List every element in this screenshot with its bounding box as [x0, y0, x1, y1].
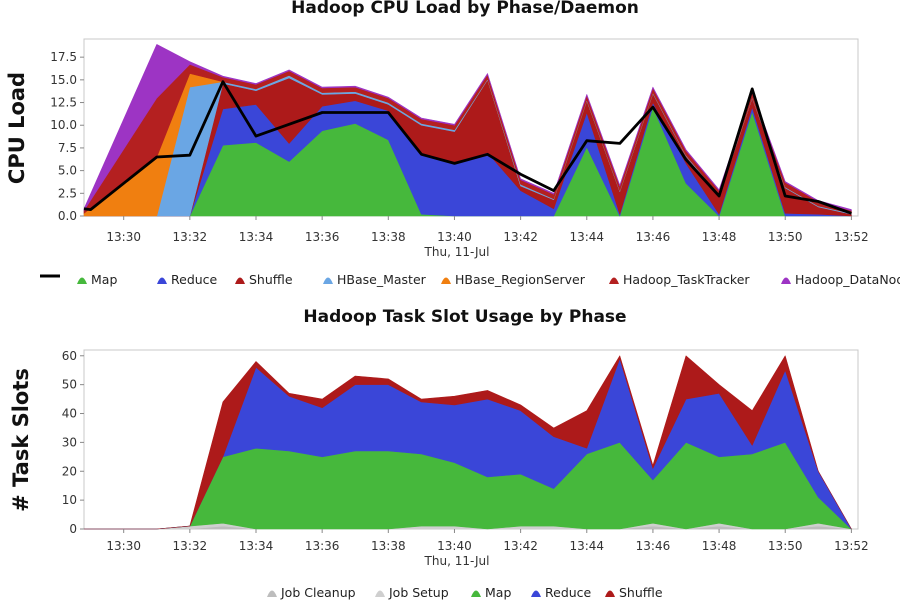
y-tick-label: 30 — [62, 435, 77, 449]
x-tick-label: 13:36 — [305, 230, 340, 244]
legend-label-hadoop-datanode: Hadoop_DataNode — [795, 272, 900, 287]
y-tick-label: 5.0 — [58, 164, 77, 178]
legend-label-map: Map — [485, 585, 511, 600]
x-tick-label: 13:52 — [834, 230, 869, 244]
y-tick-label: 50 — [62, 378, 77, 392]
legend-label-hbase-regionserver: HBase_RegionServer — [455, 272, 586, 287]
x-tick-label: 13:30 — [106, 539, 141, 553]
x-tick-label: 13:40 — [437, 230, 472, 244]
legend-swatch-shuffle — [235, 277, 245, 284]
x-tick-label: 13:32 — [173, 230, 208, 244]
legend-swatch-hadoop-tasktracker — [609, 277, 619, 284]
legend-swatch-hbase-master — [323, 277, 333, 284]
y-tick-label: 20 — [62, 464, 77, 478]
x-tick-label: 13:34 — [239, 230, 274, 244]
legend-label-job-cleanup: Job Cleanup — [280, 585, 356, 600]
x-tick-label: 13:32 — [173, 539, 208, 553]
legend-label-reduce: Reduce — [545, 585, 592, 600]
x-tick-label: 13:42 — [503, 230, 538, 244]
y-tick-label: 10 — [62, 493, 77, 507]
chart-1: Hadoop CPU Load by Phase/Daemon CPU Load 0… — [5, 0, 900, 287]
y-tick-label: 12.5 — [50, 96, 77, 110]
x-tick-label: 13:44 — [569, 539, 604, 553]
legend-swatch-reduce — [531, 590, 541, 597]
legend: Map Reduce Shuffle HBase_Master HBase_Region… — [40, 272, 900, 287]
x-tick-label: 13:38 — [371, 230, 406, 244]
x-tick-label: 13:48 — [702, 230, 737, 244]
x-tick-label: 13:46 — [636, 539, 671, 553]
y-tick-label: 17.5 — [50, 50, 77, 64]
x-tick-label: 13:50 — [768, 230, 803, 244]
x-tick-label: 13:34 — [239, 539, 274, 553]
y-tick-label: 60 — [62, 349, 77, 363]
legend-swatch-map — [471, 590, 481, 597]
y-tick-label: 2.5 — [58, 186, 77, 200]
series-area-hadoop-datanode — [83, 44, 852, 211]
y-tick-label: 40 — [62, 407, 77, 421]
legend-label-map: Map — [91, 272, 117, 287]
legend-swatch-reduce — [157, 277, 167, 284]
legend: Job Cleanup Job Setup Map Reduce Shuffle — [267, 585, 663, 600]
legend-swatch-job-setup — [375, 590, 385, 597]
x-tick-label: 13:50 — [768, 539, 803, 553]
y-tick-label: 15.0 — [50, 73, 77, 87]
x-tick-label: 13:40 — [437, 539, 472, 553]
chart-title: Hadoop CPU Load by Phase/Daemon — [291, 0, 639, 18]
legend-label-hadoop-tasktracker: Hadoop_TaskTracker — [623, 272, 750, 287]
x-tick-label: 13:44 — [569, 230, 604, 244]
legend-swatch-hadoop-datanode — [781, 277, 791, 284]
y-tick-label: 7.5 — [58, 141, 77, 155]
y-tick-label: 0 — [69, 522, 77, 536]
x-tick-label: 13:36 — [305, 539, 340, 553]
y-axis-label: # Task Slots — [9, 368, 33, 512]
x-tick-label: 13:30 — [106, 230, 141, 244]
series-line-overlay — [83, 80, 852, 215]
y-tick-label: 10.0 — [50, 118, 77, 132]
legend-label-hbase-master: HBase_Master — [337, 272, 427, 287]
x-tick-label: 13:38 — [371, 539, 406, 553]
legend-swatch-job-cleanup — [267, 590, 277, 597]
x-tick-label: 13:52 — [834, 539, 869, 553]
legend-label-job-setup: Job Setup — [388, 585, 449, 600]
x-tick-label: 13:48 — [702, 539, 737, 553]
legend-swatch-hbase-regionserver — [441, 277, 451, 284]
x-axis-label: Thu, 11-Jul — [424, 554, 490, 568]
legend-label-shuffle: Shuffle — [619, 585, 663, 600]
legend-label-shuffle: Shuffle — [249, 272, 293, 287]
y-tick-label: 0.0 — [58, 209, 77, 223]
x-tick-label: 13:46 — [636, 230, 671, 244]
y-axis-label: CPU Load — [5, 72, 29, 184]
x-axis-label: Thu, 11-Jul — [424, 245, 490, 259]
chart-title: Hadoop Task Slot Usage by Phase — [303, 307, 626, 327]
legend-label-reduce: Reduce — [171, 272, 218, 287]
x-tick-label: 13:42 — [503, 539, 538, 553]
chart-2: Hadoop Task Slot Usage by Phase # Task Sl… — [9, 307, 869, 600]
legend-swatch-shuffle — [605, 590, 615, 597]
legend-swatch-map — [77, 277, 87, 284]
